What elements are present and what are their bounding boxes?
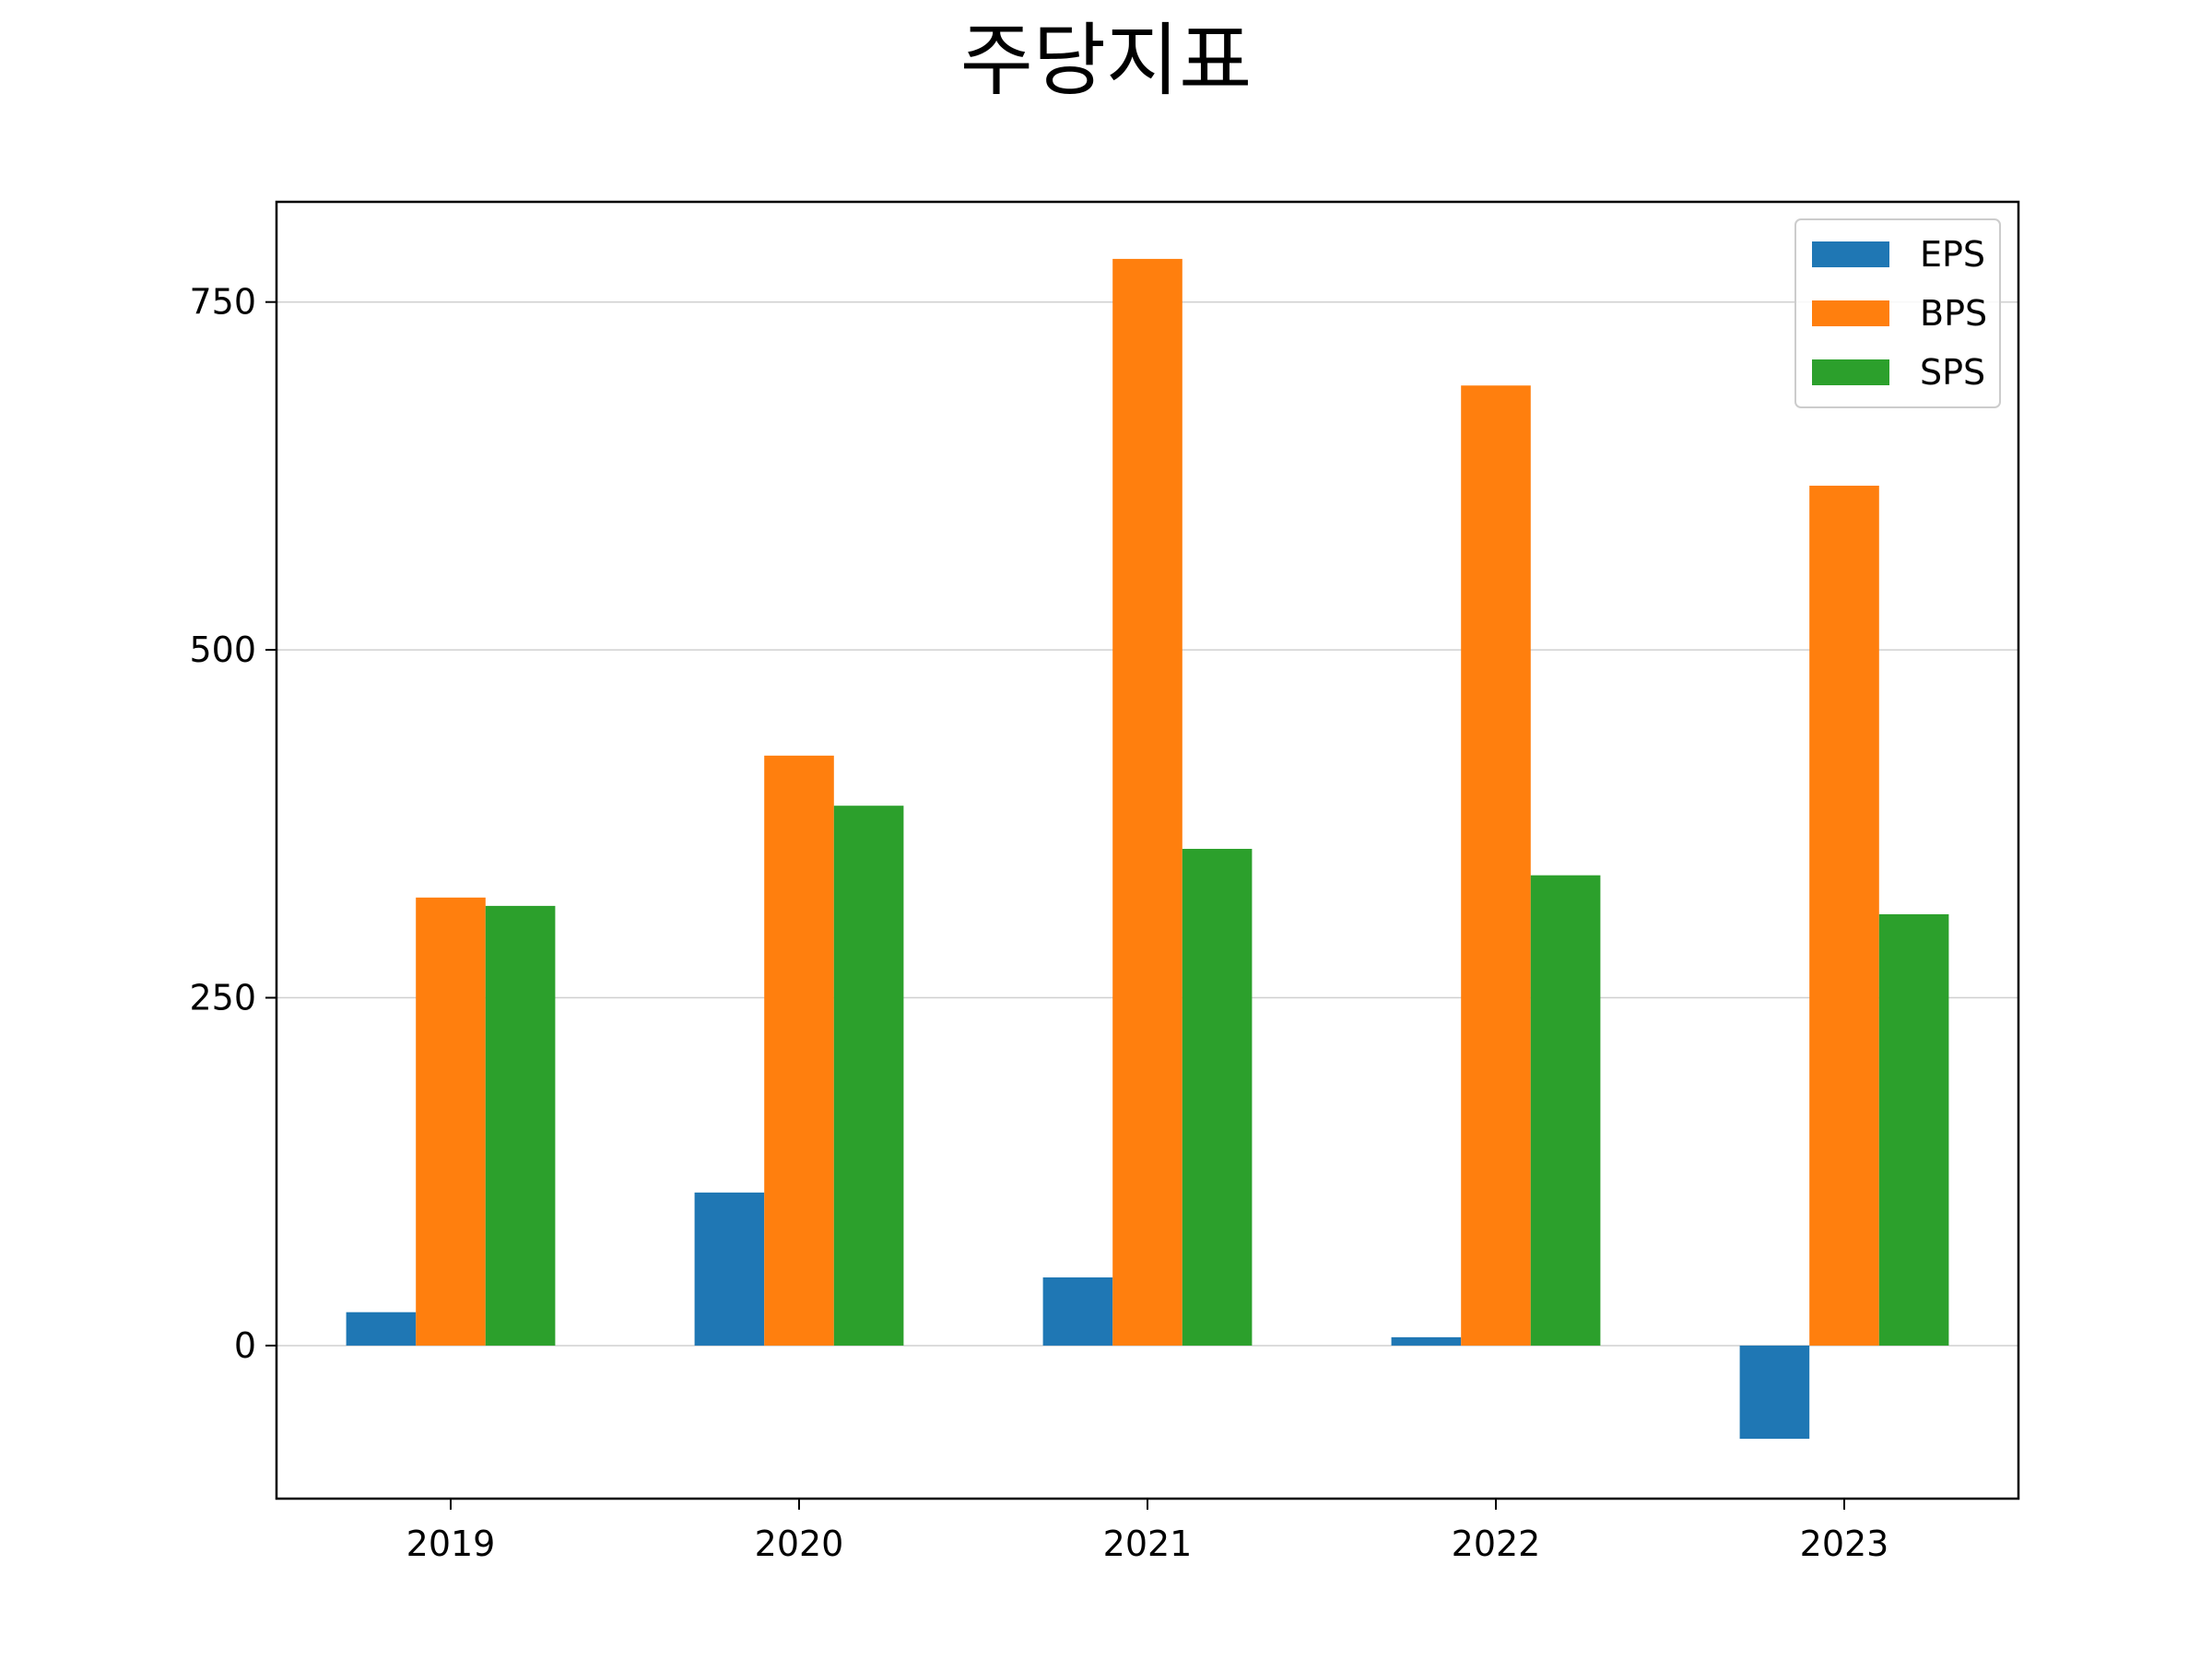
bar-eps-2022: [1391, 1336, 1462, 1346]
bars: [346, 258, 1949, 1440]
x-tick-label: 2023: [1800, 1524, 1889, 1564]
legend-swatch-sps: [1812, 359, 1889, 385]
x-tick-label: 2019: [406, 1524, 496, 1564]
legend-label-bps: BPS: [1920, 293, 1987, 334]
bar-bps-2022: [1461, 385, 1531, 1346]
axes: 0 250 500 750 2019 2020 2021 2022 2023: [189, 200, 2020, 1564]
bar-eps-2020: [694, 1192, 765, 1346]
bar-sps-2023: [1878, 913, 1949, 1346]
bar-bps-2020: [764, 755, 834, 1346]
legend-swatch-bps: [1812, 300, 1889, 326]
legend-label-sps: SPS: [1920, 352, 1985, 393]
legend: EPS BPS SPS: [1794, 218, 2001, 408]
legend-swatch-eps: [1812, 241, 1889, 267]
x-tick-label: 2021: [1103, 1524, 1193, 1564]
y-tick-label: 250: [189, 978, 256, 1018]
legend-label-eps: EPS: [1920, 234, 1985, 275]
bar-eps-2023: [1739, 1345, 1810, 1440]
x-tick-label: 2020: [755, 1524, 844, 1564]
y-tick-label: 500: [189, 629, 256, 670]
bar-eps-2019: [346, 1312, 417, 1346]
bar-bps-2023: [1809, 485, 1879, 1346]
bar-bps-2019: [416, 897, 486, 1346]
bar-sps-2020: [833, 806, 904, 1346]
y-tick-label: 750: [189, 282, 256, 323]
bar-bps-2021: [1112, 258, 1182, 1346]
bar-sps-2019: [485, 905, 556, 1346]
bar-sps-2022: [1530, 875, 1601, 1346]
chart-title: 주당지표: [960, 15, 1252, 107]
bar-eps-2021: [1042, 1277, 1113, 1346]
y-tick-label: 0: [234, 1325, 256, 1366]
x-tick-label: 2022: [1452, 1524, 1541, 1564]
bar-sps-2021: [1182, 848, 1253, 1346]
